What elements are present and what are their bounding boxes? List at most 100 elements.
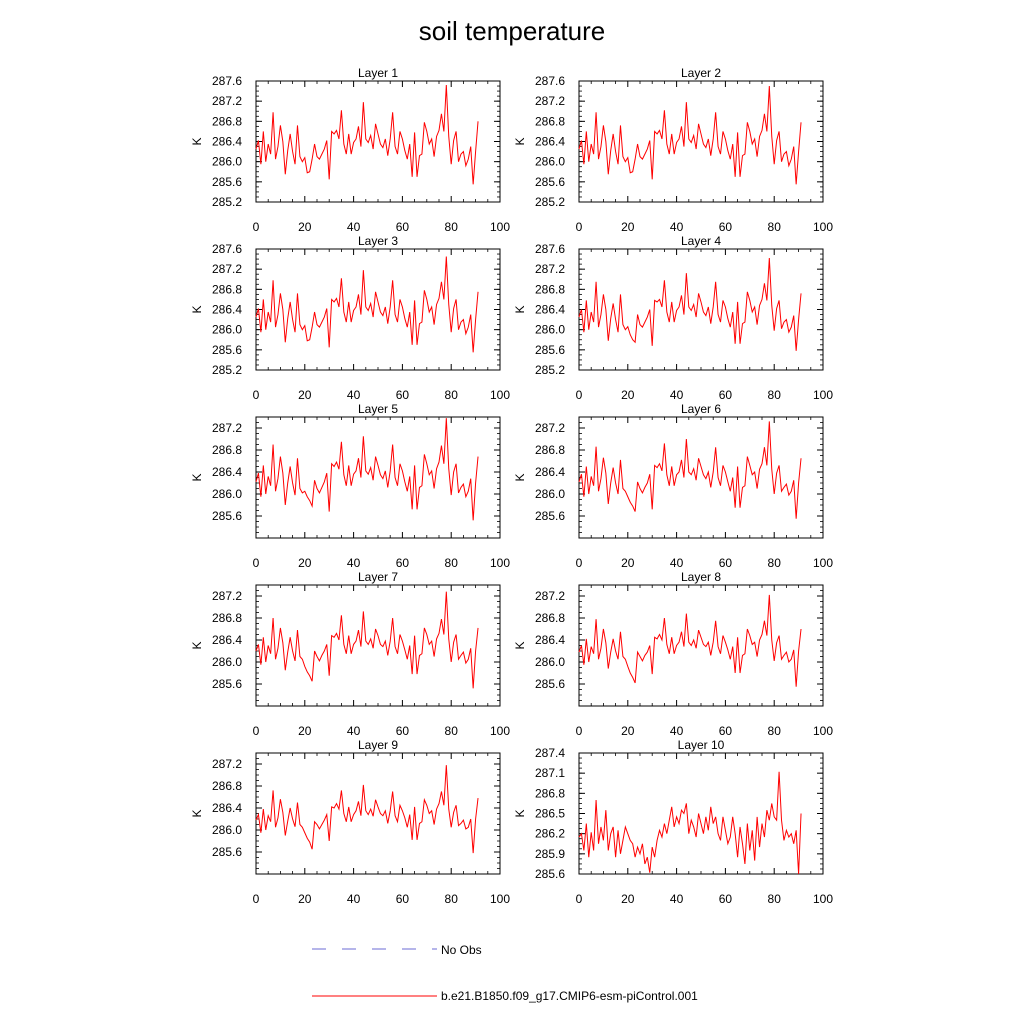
layer-6-ytick-label: 285.6	[535, 509, 565, 523]
layer-5-ytick-label: 285.6	[212, 509, 242, 523]
layer-7-xtick-label: 80	[445, 724, 459, 738]
layer-7-ylabel: K	[190, 641, 204, 649]
layer-7-frame	[255, 584, 501, 707]
layer-5-title: Layer 5	[358, 402, 398, 416]
layer-9-xtick-label: 0	[253, 892, 260, 906]
layer-4-ytick-label: 286.4	[535, 303, 565, 317]
layer-2-series-line	[578, 86, 802, 185]
layer-2-xtick-label: 100	[813, 220, 833, 234]
layer-10-ytick-label: 287.4	[535, 746, 565, 760]
layer-8-xtick-label: 80	[768, 724, 782, 738]
layer-10-ytick-label: 285.9	[535, 847, 565, 861]
layer-10-ytick-label: 287.1	[535, 766, 565, 780]
layer-7-xtick-label: 100	[490, 724, 510, 738]
layer-10-xtick-label: 100	[813, 892, 833, 906]
layer-9-ytick-label: 286.4	[212, 801, 242, 815]
panel-layer-4: Layer 4 K 0 20 40 60 80 100 285.2 285.6 286.0 286.4…	[513, 234, 833, 402]
layer-1-series-line	[255, 85, 479, 185]
layer-9-frame	[255, 752, 501, 875]
layer-6-xtick-label: 100	[813, 556, 833, 570]
layer-5-xtick-label: 80	[445, 556, 459, 570]
layer-3-series-line	[255, 256, 479, 353]
layer-9-xtick-label: 100	[490, 892, 510, 906]
layer-2-ytick-label: 285.6	[535, 175, 565, 189]
layer-6-ytick-label: 286.0	[535, 487, 565, 501]
layer-2-xtick-label: 60	[719, 220, 733, 234]
layer-9-xtick-label: 60	[396, 892, 410, 906]
layer-1-xtick-label: 100	[490, 220, 510, 234]
layer-4-ytick-label: 285.2	[535, 363, 565, 377]
layer-2-ytick-label: 286.8	[535, 114, 565, 128]
layer-2-xtick-label: 40	[670, 220, 684, 234]
layer-1-ytick-label: 285.2	[212, 195, 242, 209]
layer-6-ytick-label: 286.8	[535, 443, 565, 457]
layer-4-ytick-label: 285.6	[535, 343, 565, 357]
layer-8-ytick-label: 285.6	[535, 677, 565, 691]
panel-layer-7: Layer 7 K 0 20 40 60 80 100 285.6 286.0 286.4 286.8…	[190, 570, 510, 738]
layer-3-ytick-label: 287.2	[212, 262, 242, 276]
layer-4-series-line	[578, 258, 802, 351]
layer-9-ytick-label: 287.2	[212, 757, 242, 771]
layer-8-ylabel: K	[513, 641, 527, 649]
layer-3-ytick-label: 286.4	[212, 303, 242, 317]
layer-7-ytick-label: 287.2	[212, 589, 242, 603]
layer-6-frame	[578, 416, 824, 539]
layer-9-ytick-label: 285.6	[212, 845, 242, 859]
layer-2-title: Layer 2	[681, 66, 721, 80]
layer-10-xtick-label: 60	[719, 892, 733, 906]
layer-2-ytick-label: 286.0	[535, 155, 565, 169]
layer-3-ytick-label: 287.6	[212, 242, 242, 256]
layer-4-ytick-label: 287.2	[535, 262, 565, 276]
layer-3-xtick-label: 40	[347, 388, 361, 402]
layer-8-frame	[578, 584, 824, 707]
layer-7-xtick-label: 40	[347, 724, 361, 738]
layer-2-ytick-label: 286.4	[535, 135, 565, 149]
layer-3-xtick-label: 80	[445, 388, 459, 402]
layer-5-series-line	[255, 418, 479, 521]
layer-2-xtick-label: 20	[621, 220, 635, 234]
layer-5-ytick-label: 286.8	[212, 443, 242, 457]
panel-layer-8: Layer 8 K 0 20 40 60 80 100 285.6 286.0 286.4 286.8…	[513, 570, 833, 738]
layer-8-series-line	[578, 594, 802, 687]
panel-layer-9: Layer 9 K 0 20 40 60 80 100 285.6 286.0 286.4 286.8…	[190, 738, 510, 906]
layer-9-xtick-label: 80	[445, 892, 459, 906]
layer-1-ytick-label: 287.2	[212, 94, 242, 108]
layer-7-xtick-label: 60	[396, 724, 410, 738]
layer-7-ytick-label: 286.4	[212, 633, 242, 647]
panel-layer-10: Layer 10 K 0 20 40 60 80 100 285.6 285.9 286.2 286.…	[513, 738, 833, 906]
layer-6-title: Layer 6	[681, 402, 721, 416]
layer-4-frame	[578, 248, 824, 371]
layer-9-ylabel: K	[190, 809, 204, 817]
layer-3-ytick-label: 285.6	[212, 343, 242, 357]
layer-7-title: Layer 7	[358, 570, 398, 584]
layer-7-ytick-label: 286.0	[212, 655, 242, 669]
layer-6-xtick-label: 20	[621, 556, 635, 570]
layer-4-ytick-label: 286.0	[535, 323, 565, 337]
layer-9-xtick-label: 20	[298, 892, 312, 906]
layer-4-xtick-label: 60	[719, 388, 733, 402]
layer-10-ytick-label: 286.5	[535, 807, 565, 821]
layer-6-ytick-label: 287.2	[535, 421, 565, 435]
layer-2-xtick-label: 0	[576, 220, 583, 234]
layer-6-xtick-label: 80	[768, 556, 782, 570]
layer-8-ytick-label: 286.0	[535, 655, 565, 669]
layer-8-xtick-label: 0	[576, 724, 583, 738]
panel-layer-5: Layer 5 K 0 20 40 60 80 100 285.6 286.0 286.4 286.8…	[190, 402, 510, 570]
layer-6-ylabel: K	[513, 473, 527, 481]
layer-5-xtick-label: 60	[396, 556, 410, 570]
layer-6-xtick-label: 0	[576, 556, 583, 570]
layer-10-xtick-label: 40	[670, 892, 684, 906]
layer-4-xtick-label: 80	[768, 388, 782, 402]
layer-9-series-line	[255, 765, 479, 854]
layer-10-ytick-label: 286.8	[535, 786, 565, 800]
layer-5-xtick-label: 40	[347, 556, 361, 570]
layer-10-xtick-label: 20	[621, 892, 635, 906]
panel-layer-3: Layer 3 K 0 20 40 60 80 100 285.2 285.6 286.0 286.4…	[190, 234, 510, 402]
layer-9-title: Layer 9	[358, 738, 398, 752]
layer-6-xtick-label: 60	[719, 556, 733, 570]
layer-4-ytick-label: 286.8	[535, 282, 565, 296]
layer-4-xtick-label: 40	[670, 388, 684, 402]
layer-1-title: Layer 1	[358, 66, 398, 80]
layer-2-frame	[578, 80, 824, 203]
